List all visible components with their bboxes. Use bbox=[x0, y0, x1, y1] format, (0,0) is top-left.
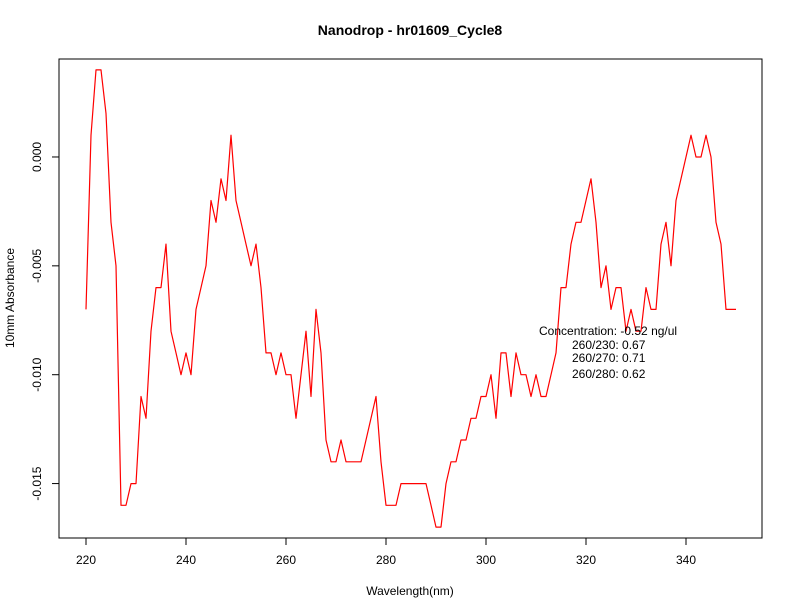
annotation-ratio-260-270: 260/270: 0.71 bbox=[572, 351, 646, 365]
series-line-0 bbox=[85, 69, 736, 528]
x-tick-label: 220 bbox=[76, 553, 96, 567]
x-tick-label: 280 bbox=[376, 553, 396, 567]
series-layer bbox=[85, 69, 736, 528]
x-tick-label: 260 bbox=[276, 553, 296, 567]
x-tick-label: 300 bbox=[476, 553, 496, 567]
y-tick-label: 0.000 bbox=[30, 142, 44, 172]
y-axis-label: 10mm Absorbance bbox=[3, 248, 17, 348]
y-axis: 0.000 -0.005 -0.010 -0.015 bbox=[30, 142, 59, 501]
annotation-block: Concentration: -0.52 ng/ul 260/230: 0.67… bbox=[539, 324, 677, 381]
y-tick-label: -0.015 bbox=[30, 466, 44, 500]
x-axis-label: Wavelength(nm) bbox=[366, 584, 454, 598]
annotation-ratio-260-230: 260/230: 0.67 bbox=[572, 338, 646, 352]
x-tick-label: 240 bbox=[176, 553, 196, 567]
y-tick-label: -0.010 bbox=[30, 357, 44, 391]
x-tick-label: 320 bbox=[576, 553, 596, 567]
x-axis: 220 240 260 280 300 320 340 bbox=[76, 538, 696, 567]
annotation-ratio-260-280: 260/280: 0.62 bbox=[572, 367, 646, 381]
chart-title: Nanodrop - hr01609_Cycle8 bbox=[318, 22, 503, 38]
x-tick-label: 340 bbox=[676, 553, 696, 567]
y-tick-label: -0.005 bbox=[30, 249, 44, 283]
annotation-concentration: Concentration: -0.52 ng/ul bbox=[539, 324, 677, 338]
plot-frame bbox=[58, 58, 763, 539]
